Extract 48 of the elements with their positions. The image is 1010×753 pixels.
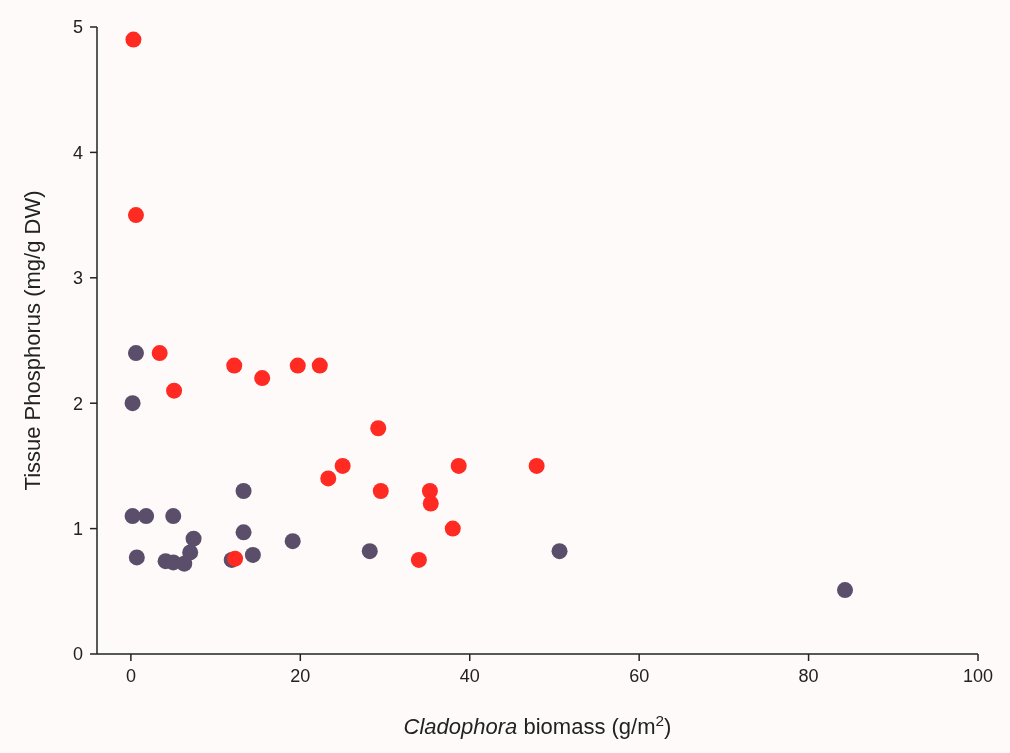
point [320, 470, 337, 487]
point [226, 357, 243, 374]
point [138, 508, 155, 525]
point [185, 530, 202, 547]
point [128, 549, 145, 566]
point [551, 543, 568, 560]
y-tick-label: 1 [72, 518, 83, 539]
point [182, 544, 199, 561]
point [421, 482, 438, 499]
point [165, 508, 182, 525]
point [311, 357, 328, 374]
y-axis-title: Tissue Phosphorus (mg/g DW) [20, 190, 45, 491]
y-tick-label: 0 [72, 644, 83, 665]
point [528, 457, 545, 474]
point [125, 31, 142, 48]
point [124, 508, 141, 525]
point [244, 546, 261, 563]
point [124, 395, 141, 412]
y-tick-label: 4 [72, 142, 83, 163]
point [235, 524, 252, 541]
point [254, 370, 271, 387]
x-tick-label: 0 [125, 666, 136, 686]
point [227, 550, 244, 567]
x-tick-label: 20 [290, 666, 311, 686]
x-tick-label: 100 [962, 666, 994, 686]
x-tick-label: 60 [629, 666, 650, 686]
y-tick-label: 3 [72, 268, 83, 289]
y-tick-label: 5 [72, 17, 83, 38]
x-tick-label: 80 [798, 666, 819, 686]
point [372, 482, 389, 499]
x-tick-label: 40 [459, 666, 480, 686]
y-tick-label: 2 [72, 393, 83, 414]
point [127, 345, 144, 362]
point [422, 495, 439, 512]
point [334, 457, 351, 474]
point [127, 207, 144, 224]
point [450, 457, 467, 474]
point [410, 551, 427, 568]
point [370, 420, 387, 437]
point [235, 482, 252, 499]
point [289, 357, 306, 374]
point [361, 543, 378, 560]
point [837, 582, 853, 599]
point [444, 520, 461, 537]
point [284, 533, 301, 550]
point [166, 382, 183, 399]
x-axis-title: Cladophora biomass (g/m$^{2}$) [403, 711, 672, 739]
point [151, 345, 168, 362]
